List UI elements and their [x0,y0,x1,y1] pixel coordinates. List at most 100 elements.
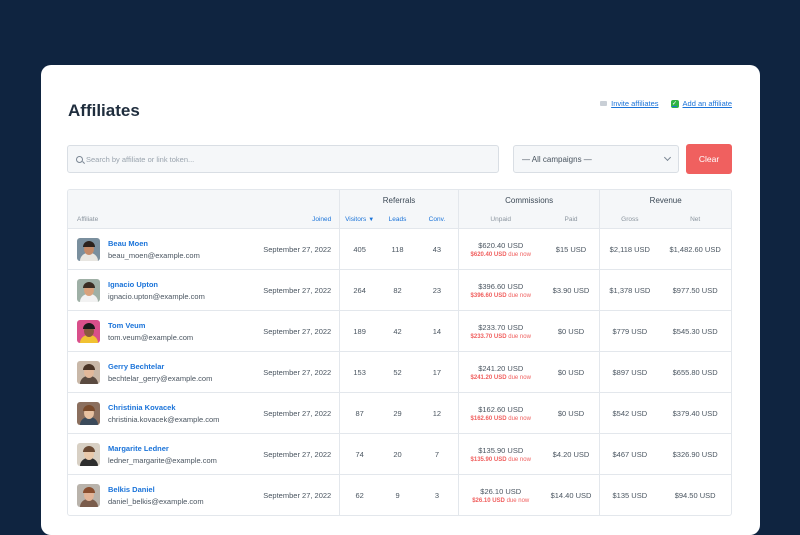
visitors-value: 62 [339,475,379,515]
due-now-text: $396.60 USD due now [471,293,531,299]
net-value: $655.80 USD [672,367,718,377]
clear-button[interactable]: Clear [686,144,732,174]
table-row[interactable]: Margarite Ledner ledner_margarite@exampl… [68,433,731,474]
net-value: $94.50 USD [674,490,716,500]
col-joined[interactable]: Joined [312,216,332,223]
gross-value: $1,378 USD [599,270,659,310]
unpaid-value: $396.60 USD [478,281,524,291]
visitors-value: 87 [339,393,379,433]
due-suffix: due now [508,251,531,258]
col-conv[interactable]: Conv. [428,216,446,223]
leads-value: 9 [395,490,400,500]
col-paid: Paid [564,216,578,223]
conv-value: 23 [432,285,442,295]
envelope-icon [600,101,608,106]
due-now-text: $620.40 USD due now [471,252,531,258]
unpaid-cell: $135.90 USD $135.90 USD due now [457,434,543,474]
affiliate-name-link[interactable]: Tom Veum [108,320,146,330]
paid-value: $4.20 USD [552,449,590,459]
net-value: $1,482.60 USD [669,244,721,254]
leads-value: 82 [393,285,402,295]
leads-value: 20 [393,449,402,459]
col-visitors[interactable]: Visitors ▼ [339,211,379,228]
net-value: $977.50 USD [672,285,718,295]
affiliate-email: ignacio.upton@example.com [108,291,205,301]
conv-value: 12 [432,408,442,418]
add-affiliate-link[interactable]: ✓ Add an affiliate [670,99,732,108]
paid-value: $0 USD [557,367,585,377]
avatar [77,278,100,302]
affiliate-email: ledner_margarite@example.com [108,455,217,465]
affiliate-email: beau_moen@example.com [108,250,200,260]
search-field[interactable] [67,145,499,173]
invite-affiliates-link[interactable]: Invite affiliates [600,99,659,108]
unpaid-cell: $26.10 USD $26.10 USD due now [457,475,543,515]
due-amount: $396.60 USD [470,292,507,299]
due-now-text: $233.70 USD due now [471,334,531,340]
unpaid-value: $620.40 USD [478,240,524,250]
table-column-header: Affiliate Joined Visitors ▼ Leads Conv. U… [68,211,731,228]
unpaid-value: $135.90 USD [478,445,524,455]
net-value: $545.30 USD [672,326,718,336]
conv-value: 14 [432,326,442,336]
gross-value: $779 USD [599,311,659,351]
affiliate-name-link[interactable]: Margarite Ledner [108,443,169,453]
chevron-down-icon [663,153,672,162]
due-now-text: $135.90 USD due now [471,457,531,463]
group-revenue: Revenue [599,190,731,211]
leads-value: 52 [393,367,402,377]
col-leads[interactable]: Leads [388,216,407,223]
unpaid-cell: $620.40 USD $620.40 USD due now [457,229,543,269]
table-row[interactable]: Gerry Bechtelar bechtelar_gerry@example.… [68,351,731,392]
due-suffix: due now [508,374,531,381]
search-icon [76,155,83,163]
paid-value: $15 USD [555,244,587,254]
affiliate-cell: Gerry Bechtelar bechtelar_gerry@example.… [68,352,259,392]
table-group-header: Referrals Commissions Revenue [68,190,731,211]
affiliate-cell: Margarite Ledner ledner_margarite@exampl… [68,434,259,474]
affiliate-name-link[interactable]: Gerry Bechtelar [108,361,165,371]
search-input[interactable] [86,154,486,164]
due-amount: $26.10 USD [472,497,505,504]
table-row[interactable]: Belkis Daniel daniel_belkis@example.com … [68,474,731,515]
header-actions: Invite affiliates ✓ Add an affiliate [600,99,732,108]
table-row[interactable]: Christinia Kovacek christinia.kovacek@ex… [68,392,731,433]
paid-value: $14.40 USD [550,490,592,500]
visitors-value: 189 [339,311,379,351]
due-now-text: $241.20 USD due now [471,375,531,381]
joined-date: September 27, 2022 [263,408,332,418]
unpaid-cell: $396.60 USD $396.60 USD due now [457,270,543,310]
affiliate-name-link[interactable]: Ignacio Upton [108,279,158,289]
sort-desc-icon: ▼ [368,216,375,223]
affiliate-email: daniel_belkis@example.com [108,496,204,506]
affiliate-name-link[interactable]: Beau Moen [108,238,149,248]
affiliate-name-link[interactable]: Belkis Daniel [108,484,155,494]
leads-value: 29 [393,408,402,418]
due-suffix: due now [508,456,531,463]
gross-value: $135 USD [599,475,659,515]
affiliate-name-link[interactable]: Christinia Kovacek [108,402,176,412]
page-title: Affiliates [68,101,140,120]
unpaid-value: $162.60 USD [478,404,524,414]
table-row[interactable]: Ignacio Upton ignacio.upton@example.com … [68,269,731,310]
campaign-select[interactable]: — All campaigns — [513,145,679,173]
avatar [77,401,100,425]
visitors-value: 153 [339,352,379,392]
joined-date: September 27, 2022 [263,244,332,254]
avatar [77,237,100,261]
due-amount: $162.60 USD [470,415,507,422]
due-amount: $233.70 USD [470,333,507,340]
leads-value: 42 [393,326,402,336]
unpaid-value: $241.20 USD [478,363,524,373]
add-affiliate-label: Add an affiliate [682,99,732,108]
paid-value: $3.90 USD [552,285,590,295]
invite-affiliates-label: Invite affiliates [611,99,659,108]
avatar [77,483,100,507]
table-row[interactable]: Beau Moen beau_moen@example.com Septembe… [68,228,731,269]
avatar [77,442,100,466]
affiliates-card: Affiliates Invite affiliates ✓ Add an af… [41,65,760,535]
table-row[interactable]: Tom Veum tom.veum@example.com September … [68,310,731,351]
col-visitors-label: Visitors [345,216,367,223]
joined-date: September 27, 2022 [263,285,332,295]
unpaid-cell: $162.60 USD $162.60 USD due now [457,393,543,433]
